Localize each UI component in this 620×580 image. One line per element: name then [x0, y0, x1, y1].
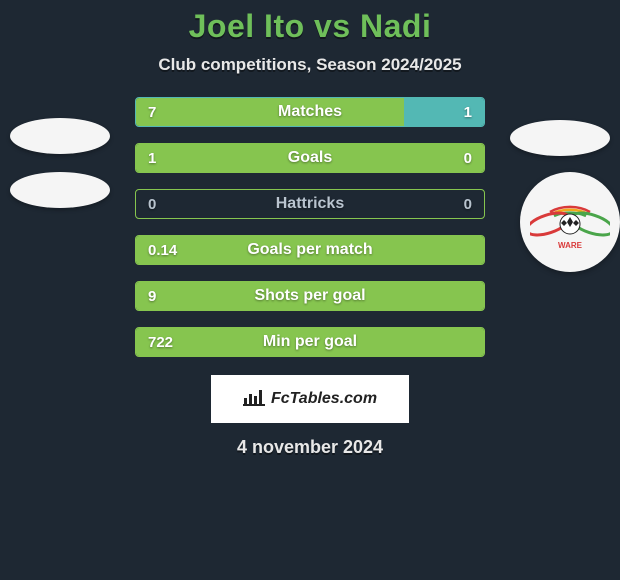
stat-label: Min per goal — [136, 333, 484, 351]
stat-label: Hattricks — [136, 195, 484, 213]
stat-row: 722Min per goal — [135, 327, 485, 357]
date-label: 4 november 2024 — [237, 437, 383, 458]
footer-brand: FcTables.com — [211, 375, 409, 423]
stats-list: 71Matches 10Goals 00Hattricks 0.14Goals per… — [135, 97, 485, 357]
page-title: Joel Ito vs Nadi — [189, 8, 432, 45]
footer-label: FcTables.com — [271, 390, 377, 408]
page-subtitle: Club competitions, Season 2024/2025 — [158, 55, 461, 75]
stat-label: Goals — [136, 149, 484, 167]
stat-row: 10Goals — [135, 143, 485, 173]
chart-icon — [243, 388, 265, 411]
stat-label: Goals per match — [136, 241, 484, 259]
stat-row: 9Shots per goal — [135, 281, 485, 311]
stat-row: 00Hattricks — [135, 189, 485, 219]
player-right-club-logo: WARE — [520, 172, 620, 272]
stat-row: 0.14Goals per match — [135, 235, 485, 265]
stat-label: Shots per goal — [136, 287, 484, 305]
svg-text:WARE: WARE — [558, 241, 583, 250]
player-left-badge-2 — [10, 172, 110, 208]
stat-row: 71Matches — [135, 97, 485, 127]
stat-label: Matches — [136, 103, 484, 121]
player-left-badge-1 — [10, 118, 110, 154]
player-right-badge-1 — [510, 120, 610, 156]
